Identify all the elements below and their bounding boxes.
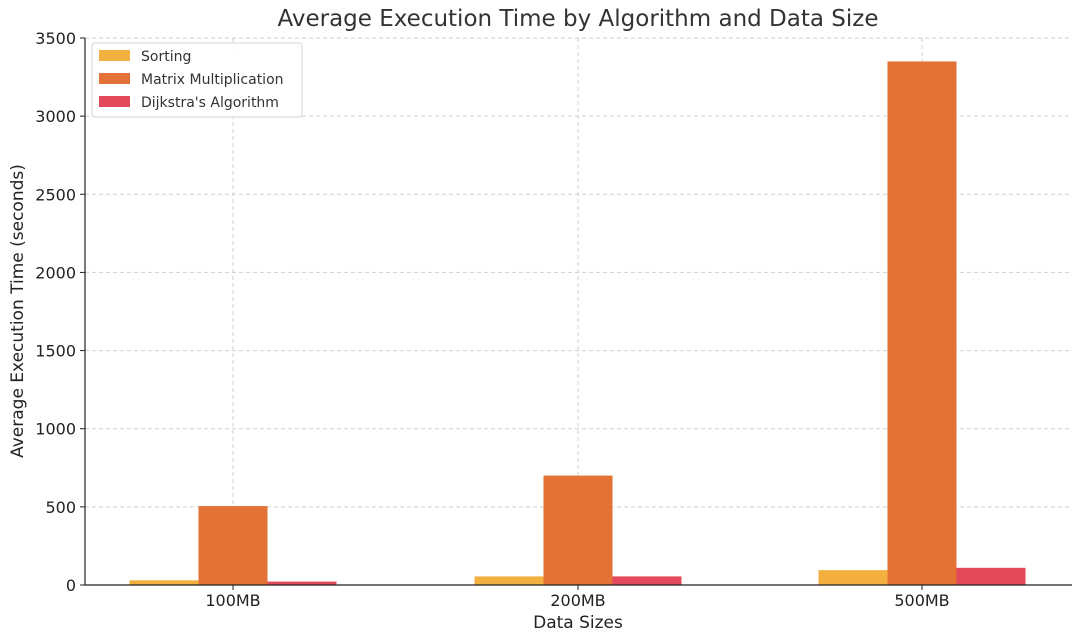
bar-matrix-multiplication-200mb [543, 475, 613, 585]
bar-sorting-100mb [129, 580, 199, 585]
bar-matrix-multiplication-100mb [198, 506, 268, 585]
x-tick-label: 500MB [894, 591, 949, 610]
bars [129, 61, 1026, 585]
bar-dijkstra-s-algorithm-500mb [956, 567, 1026, 585]
legend: Sorting Matrix Multiplication Dijkstra's A… [91, 42, 303, 118]
y-tick-label: 0 [66, 576, 76, 595]
bar-sorting-500mb [818, 570, 888, 585]
legend-label: Matrix Multiplication [141, 72, 284, 88]
y-axis-label: Average Execution Time (seconds) [8, 164, 28, 458]
x-axis-ticks: 100MB 200MB 500MB [205, 585, 950, 610]
y-tick-label: 2000 [35, 263, 76, 282]
legend-swatch [99, 73, 130, 84]
y-tick-label: 2500 [35, 185, 76, 204]
y-tick-label: 3500 [35, 29, 76, 48]
bar-sorting-200mb [474, 576, 544, 585]
bar-matrix-multiplication-500mb [887, 61, 957, 585]
legend-swatch [99, 96, 130, 107]
x-axis-label: Data Sizes [533, 613, 623, 633]
y-tick-label: 500 [45, 498, 76, 517]
bar-dijkstra-s-algorithm-100mb [267, 581, 337, 585]
y-tick-label: 3000 [35, 107, 76, 126]
y-tick-label: 1000 [35, 420, 76, 439]
legend-swatch [99, 50, 130, 61]
x-tick-label: 100MB [205, 591, 260, 610]
bar-dijkstra-s-algorithm-200mb [612, 576, 682, 585]
legend-box [91, 42, 303, 118]
y-tick-label: 1500 [35, 342, 76, 361]
x-tick-label: 200MB [550, 591, 605, 610]
legend-label: Sorting [141, 49, 191, 65]
legend-label: Dijkstra's Algorithm [141, 95, 279, 111]
y-axis-ticks: 0 500 1000 1500 2000 2500 3000 3500 [35, 29, 85, 595]
chart-title: Average Execution Time by Algorithm and … [277, 6, 878, 32]
